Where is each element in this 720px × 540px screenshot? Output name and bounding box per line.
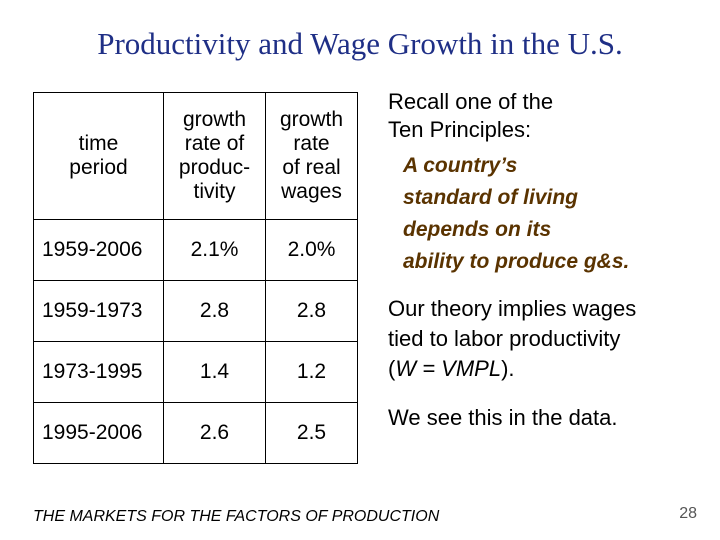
row-productivity: 1.4 (163, 341, 266, 403)
principle-quote: A country’s standard of living depends o… (403, 154, 630, 273)
theory-text: Our theory implies wages tied to labor p… (388, 296, 637, 381)
footer: THE MARKETS FOR THE FACTORS OF PRODUCTIO… (33, 508, 440, 525)
row-productivity: 2.6 (163, 402, 266, 464)
table-row: 1973-1995 1.4 1.2 (33, 341, 358, 403)
row-wages: 2.8 (265, 280, 358, 342)
header-wage-growth: growth rate of real wages (265, 92, 358, 220)
recall-text: Recall one of the Ten Principles: (388, 89, 554, 142)
row-period: 1959-1973 (33, 280, 164, 342)
table-row: 1959-1973 2.8 2.8 (33, 280, 358, 342)
row-period: 1959-2006 (33, 219, 164, 281)
formula: W = VMPL (395, 356, 502, 381)
row-period: 1995-2006 (33, 402, 164, 464)
header-productivity-growth: growth rate of produc- tivity (163, 92, 266, 220)
table-header-row: time period growth rate of produc- tivit… (33, 92, 358, 220)
row-period: 1973-1995 (33, 341, 164, 403)
slide-title: Productivity and Wage Growth in the U.S. (97, 26, 623, 61)
row-wages: 2.5 (265, 402, 358, 464)
table-row: 1959-2006 2.1% 2.0% (33, 219, 358, 281)
conclusion-text: We see this in the data. (388, 405, 618, 430)
row-productivity: 2.1% (163, 219, 266, 281)
row-productivity: 2.8 (163, 280, 266, 342)
row-wages: 1.2 (265, 341, 358, 403)
growth-table: time period growth rate of produc- tivit… (33, 92, 358, 464)
page-number: 28 (679, 505, 697, 522)
commentary-panel: Recall one of the Ten Principles: A coun… (388, 88, 718, 432)
header-time-period: time period (33, 92, 164, 220)
row-wages: 2.0% (265, 219, 358, 281)
table-row: 1995-2006 2.6 2.5 (33, 402, 358, 464)
